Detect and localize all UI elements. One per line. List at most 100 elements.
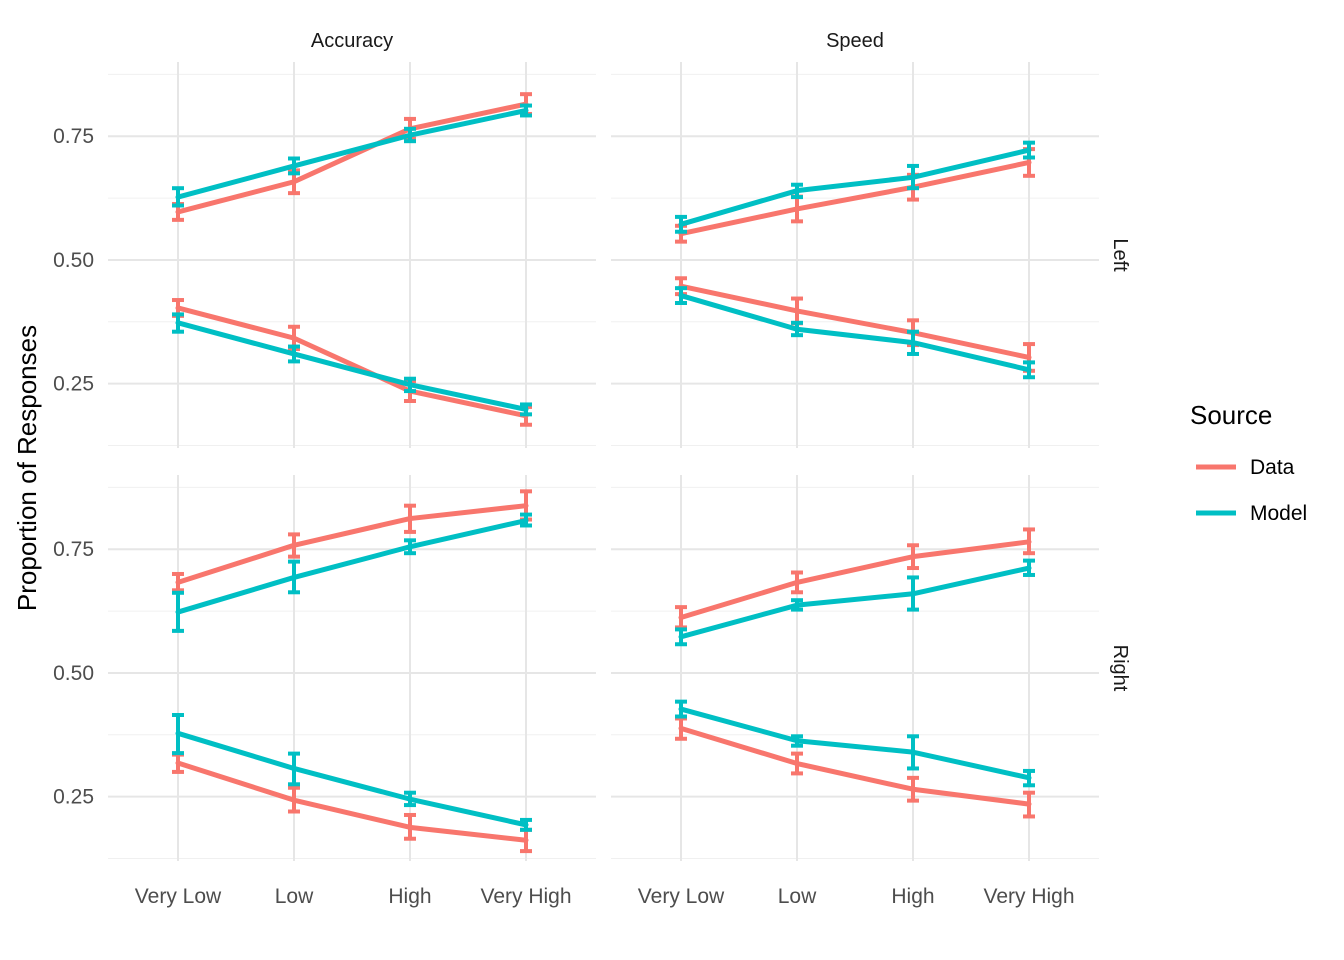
error-bar: [1023, 360, 1035, 380]
y-tick-label: 0.75: [53, 125, 94, 148]
error-bar: [1023, 768, 1035, 788]
y-tick-label: 0.25: [53, 373, 94, 396]
series-line: [175, 503, 529, 585]
y-axis-title: Proportion of Responses: [12, 325, 42, 611]
error-bar: [288, 156, 300, 176]
panel-speed-right: [611, 475, 1099, 861]
legend-entry-model: Model: [1196, 502, 1307, 525]
error-bar: [791, 570, 803, 595]
error-bar: [404, 126, 416, 144]
series-model: [172, 103, 532, 208]
error-bar: [288, 751, 300, 787]
error-bar: [404, 538, 416, 556]
series-line: [678, 565, 1032, 640]
error-bar: [520, 103, 532, 118]
error-bar: [1023, 140, 1035, 160]
series-data: [172, 92, 532, 222]
error-bar: [172, 186, 184, 208]
series-line: [175, 730, 529, 828]
y-tick-label: 0.75: [53, 538, 94, 561]
error-bar: [288, 344, 300, 364]
error-bar: [791, 320, 803, 338]
strip-label-right: Right: [1109, 645, 1131, 692]
error-bar: [675, 286, 687, 306]
series-data: [172, 752, 532, 854]
series-model: [675, 699, 1035, 788]
series-line: [678, 147, 1032, 227]
series-line: [175, 518, 529, 615]
series-line: [678, 706, 1032, 781]
error-bar: [404, 812, 416, 841]
legend-title: Source: [1190, 400, 1272, 430]
error-bar: [1023, 790, 1035, 819]
y-tick-label: 0.25: [53, 786, 94, 809]
error-bar: [1023, 558, 1035, 577]
error-bar: [404, 376, 416, 394]
series-data: [172, 298, 532, 427]
error-bar: [791, 598, 803, 612]
error-bar: [907, 734, 919, 771]
panel-accuracy-left: 0.25 0.50 0.75: [53, 62, 596, 448]
error-bar: [288, 532, 300, 559]
legend-label: Model: [1250, 502, 1307, 525]
error-bar: [675, 214, 687, 234]
series-line: [175, 305, 529, 419]
y-tick-label: 0.50: [53, 249, 94, 272]
x-tick-label: Low: [275, 885, 314, 908]
x-tick-label: High: [388, 885, 431, 908]
error-bar: [907, 329, 919, 356]
x-tick-labels: Very Low Low High Very High Very Low Low High V…: [135, 885, 1075, 908]
y-tick-label: 0.50: [53, 662, 94, 685]
error-bar: [1023, 527, 1035, 556]
x-tick-label: Very High: [480, 885, 571, 908]
error-bar: [172, 571, 184, 593]
legend-label: Data: [1250, 456, 1295, 479]
error-bar: [520, 402, 532, 417]
x-tick-label: Low: [778, 885, 817, 908]
strip-label-left: Left: [1109, 238, 1131, 272]
error-bar: [675, 699, 687, 719]
series-line: [678, 293, 1032, 373]
error-bar: [172, 713, 184, 756]
series-line: [678, 539, 1032, 621]
legend: Source Data Model: [1190, 400, 1307, 525]
error-bar: [172, 590, 184, 633]
series-line: [678, 283, 1032, 360]
error-bar: [907, 775, 919, 803]
error-bar: [288, 785, 300, 814]
error-bar: [907, 575, 919, 612]
series-model: [172, 713, 532, 832]
series-model: [172, 512, 532, 633]
series-line: [175, 107, 529, 200]
panel-speed-left: [611, 62, 1099, 448]
series-line: [175, 760, 529, 843]
error-bar: [791, 751, 803, 776]
error-bar: [520, 817, 532, 832]
series-model: [172, 312, 532, 417]
panel-accuracy-right: 0.25 0.50 0.75: [53, 475, 596, 861]
series-line: [175, 320, 529, 412]
series-model: [675, 558, 1035, 647]
error-bar: [675, 627, 687, 647]
error-bar: [172, 312, 184, 334]
x-tick-label: Very High: [983, 885, 1074, 908]
series-line: [678, 159, 1032, 237]
strip-label-speed: Speed: [826, 30, 884, 52]
error-bar: [288, 559, 300, 595]
error-bar: [404, 790, 416, 808]
facet-strips: Accuracy Speed Left Right: [311, 30, 1131, 692]
x-tick-label: High: [891, 885, 934, 908]
error-bar: [907, 163, 919, 191]
error-bar: [791, 734, 803, 748]
series-line: [175, 101, 529, 215]
error-bar: [520, 512, 532, 528]
x-tick-label: Very Low: [135, 885, 222, 908]
x-tick-label: Very Low: [638, 885, 725, 908]
facet-panels: 0.25 0.50 0.75 0.25 0.50 0.75: [53, 62, 1099, 861]
strip-label-accuracy: Accuracy: [311, 30, 393, 52]
series-data: [172, 489, 532, 593]
error-bar: [404, 503, 416, 534]
error-bar: [791, 182, 803, 200]
series-model: [675, 286, 1035, 380]
